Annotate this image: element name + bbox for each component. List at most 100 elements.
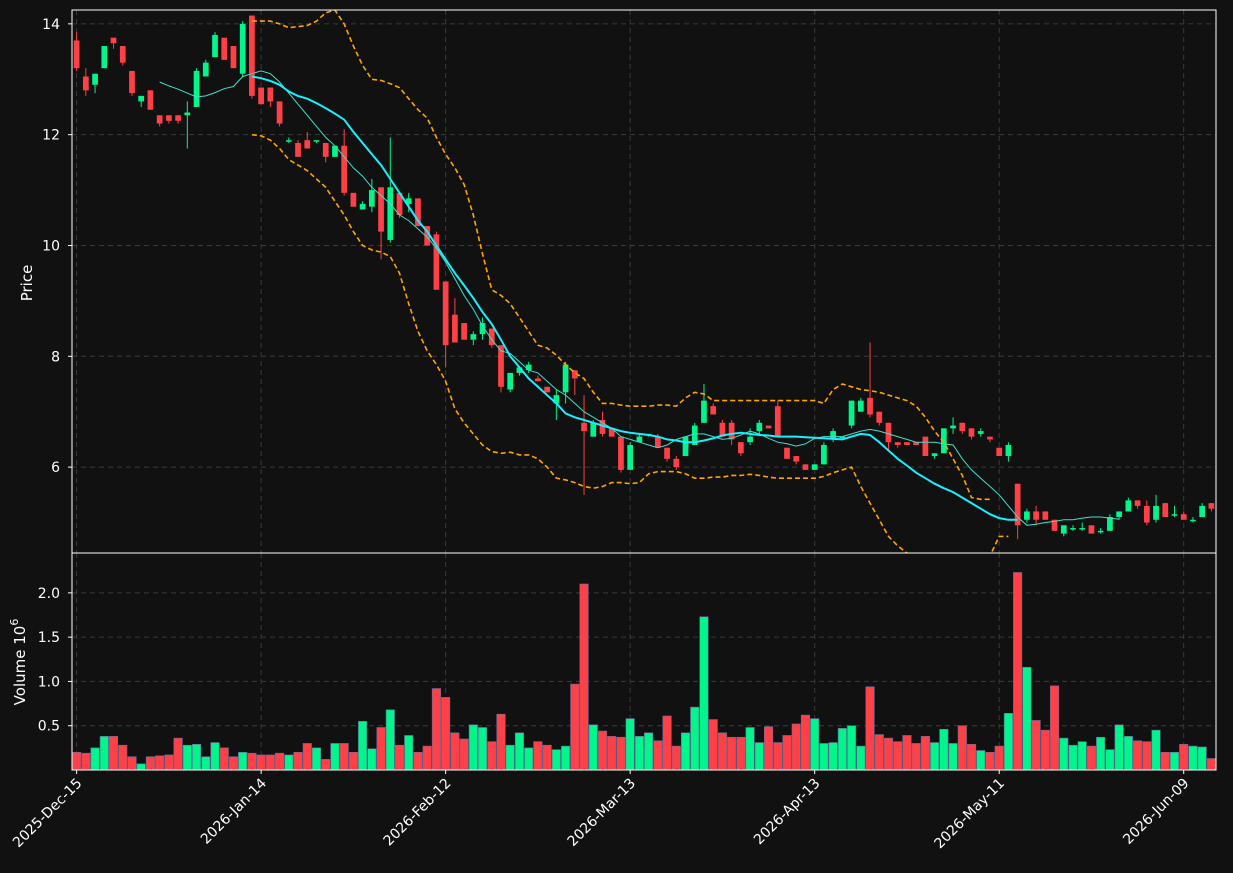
volume-bar (570, 683, 580, 771)
volume-bar (597, 730, 608, 771)
volume-bar (293, 751, 303, 771)
candle-body (433, 234, 440, 290)
volume-bar (1003, 713, 1013, 771)
volume-bar (616, 736, 626, 771)
volume-bar (671, 745, 681, 771)
volume-bar (358, 720, 368, 771)
volume-bar (210, 742, 220, 771)
volume-bar (173, 737, 183, 771)
volume-tick-label: 1.0 (38, 674, 60, 690)
candle-body (977, 431, 984, 434)
volume-bar (533, 741, 543, 771)
candle-body (1116, 511, 1122, 517)
volume-bar (874, 734, 884, 771)
candle-body (267, 87, 274, 102)
price-tick-label: 6 (51, 460, 60, 476)
volume-bar (1133, 740, 1143, 771)
volume-bar (865, 686, 875, 771)
candle-body (516, 367, 523, 373)
candle-body (193, 70, 200, 107)
candle-body (830, 431, 836, 440)
candle-body (756, 422, 763, 432)
price-axis-label: Price (18, 265, 36, 302)
volume-bar (736, 736, 746, 771)
volume-bar (265, 754, 275, 771)
volume-bar (1031, 720, 1041, 771)
volume-bar (1197, 746, 1207, 771)
candle-body (1208, 503, 1215, 509)
volume-axis-label-text: Volume 10 (11, 626, 29, 706)
volume-bar (164, 754, 174, 771)
volume-bar (155, 755, 165, 771)
volume-bar (1040, 729, 1050, 771)
candle-body (867, 397, 873, 415)
candle-body (166, 115, 172, 121)
volume-bar (330, 743, 340, 771)
volume-bar (256, 754, 266, 771)
candle-body (618, 436, 624, 470)
volume-bar (1059, 737, 1069, 771)
indicator-lines (159, 10, 1120, 553)
price-tick-label: 8 (51, 349, 60, 365)
candle-body (1125, 500, 1132, 512)
volume-bar (930, 742, 940, 771)
candle-body (249, 15, 255, 96)
volume-tick-label: 2.0 (38, 586, 60, 602)
candle-body (295, 142, 301, 157)
candle-body (101, 46, 108, 69)
candle-body (1199, 505, 1206, 517)
volume-bar (1179, 744, 1189, 771)
volume-axis-label-exponent: 6 (8, 619, 21, 626)
candle-body (304, 140, 311, 149)
volume-bar (394, 744, 405, 771)
price-y-axis: 6 8 10 12 14 (42, 17, 72, 476)
candle-body (258, 87, 264, 105)
volume-bar (145, 756, 155, 771)
candle-body (774, 406, 781, 437)
candle-body (110, 37, 117, 44)
candle-body (129, 70, 135, 94)
volume-bar (201, 756, 211, 771)
candle-body (701, 400, 707, 423)
candle-body (202, 62, 209, 77)
volume-bar (920, 736, 930, 771)
volume-bar (911, 743, 921, 771)
indicator-line (159, 70, 1120, 526)
volume-bar (441, 697, 451, 771)
volume-tick-label: 0.5 (38, 719, 60, 735)
volume-bar (127, 756, 137, 771)
volume-bar (819, 743, 829, 771)
volume-bar (764, 726, 774, 771)
volume-y-axis: 0.5 1.0 1.5 2.0 (38, 586, 72, 735)
volume-bar (422, 745, 432, 771)
volume-bar (284, 754, 294, 771)
candle-body (322, 142, 329, 157)
volume-bar (690, 706, 700, 771)
volume-bar (579, 583, 589, 771)
candle-body (885, 422, 892, 443)
volume-grid (72, 553, 1216, 770)
volume-bar (791, 723, 801, 771)
volume-bar (1142, 741, 1152, 771)
candle-body (1097, 530, 1104, 533)
volume-bar (450, 732, 460, 771)
volume-bar (238, 751, 248, 771)
volume-bar (634, 736, 644, 771)
candle-body (719, 422, 726, 437)
candle-body (1024, 511, 1030, 520)
candle-body (470, 334, 477, 340)
candle-body (904, 442, 910, 445)
candle-body (784, 447, 790, 459)
volume-bar (1077, 741, 1087, 771)
volume-bar (348, 751, 358, 771)
volume-bar (810, 718, 820, 771)
volume-bar (653, 740, 663, 771)
candle-body (1033, 511, 1039, 520)
volume-bar (699, 616, 709, 771)
candle-body (313, 140, 320, 142)
candle-body (913, 442, 920, 445)
volume-bar (847, 725, 857, 771)
volume-bar (404, 735, 414, 771)
candle-body (839, 436, 846, 439)
